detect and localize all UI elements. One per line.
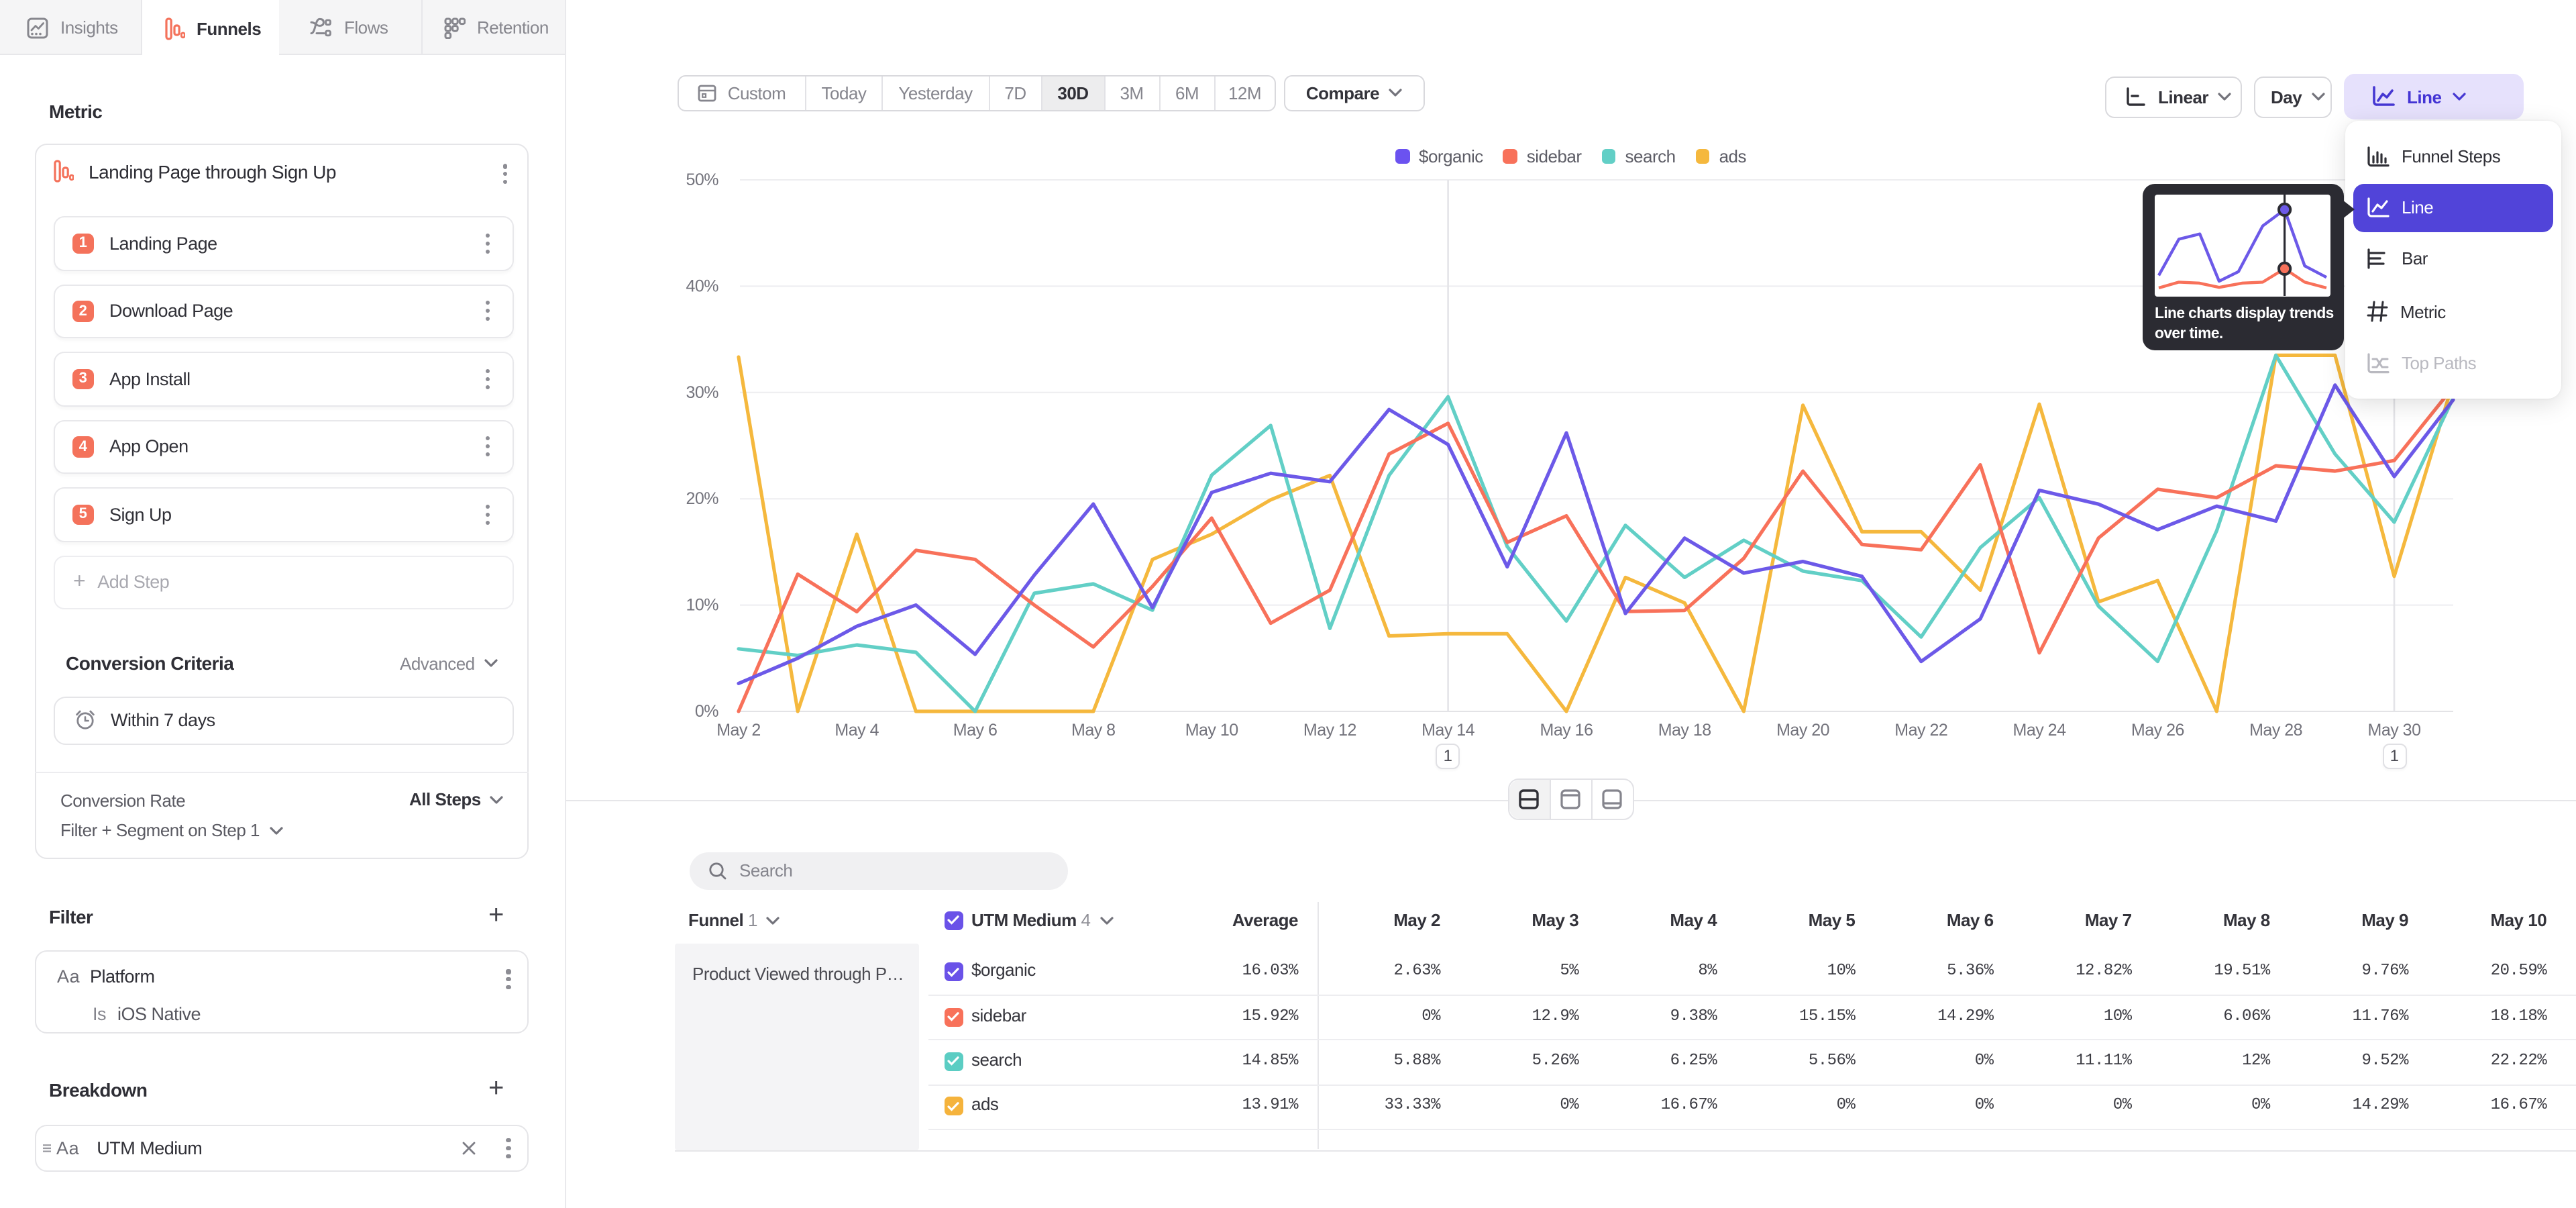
svg-text:May 8: May 8: [1071, 721, 1116, 740]
svg-text:50%: 50%: [686, 170, 718, 189]
svg-text:May 26: May 26: [2131, 721, 2184, 740]
svg-text:May 6: May 6: [953, 721, 998, 740]
svg-text:May 12: May 12: [1303, 721, 1356, 740]
svg-text:May 10: May 10: [1185, 721, 1238, 740]
svg-text:May 14: May 14: [1421, 721, 1475, 740]
svg-text:0%: 0%: [695, 702, 718, 721]
svg-text:30%: 30%: [686, 383, 718, 402]
svg-text:May 20: May 20: [1776, 721, 1829, 740]
svg-text:May 24: May 24: [2013, 721, 2067, 740]
svg-text:10%: 10%: [686, 596, 718, 615]
svg-text:40%: 40%: [686, 276, 718, 295]
svg-text:May 22: May 22: [1894, 721, 1947, 740]
svg-text:May 18: May 18: [1658, 721, 1711, 740]
svg-text:20%: 20%: [686, 489, 718, 508]
svg-text:May 28: May 28: [2249, 721, 2302, 740]
svg-text:May 4: May 4: [835, 721, 879, 740]
svg-text:May 16: May 16: [1540, 721, 1593, 740]
svg-text:May 30: May 30: [2368, 721, 2421, 740]
svg-text:May 2: May 2: [716, 721, 761, 740]
